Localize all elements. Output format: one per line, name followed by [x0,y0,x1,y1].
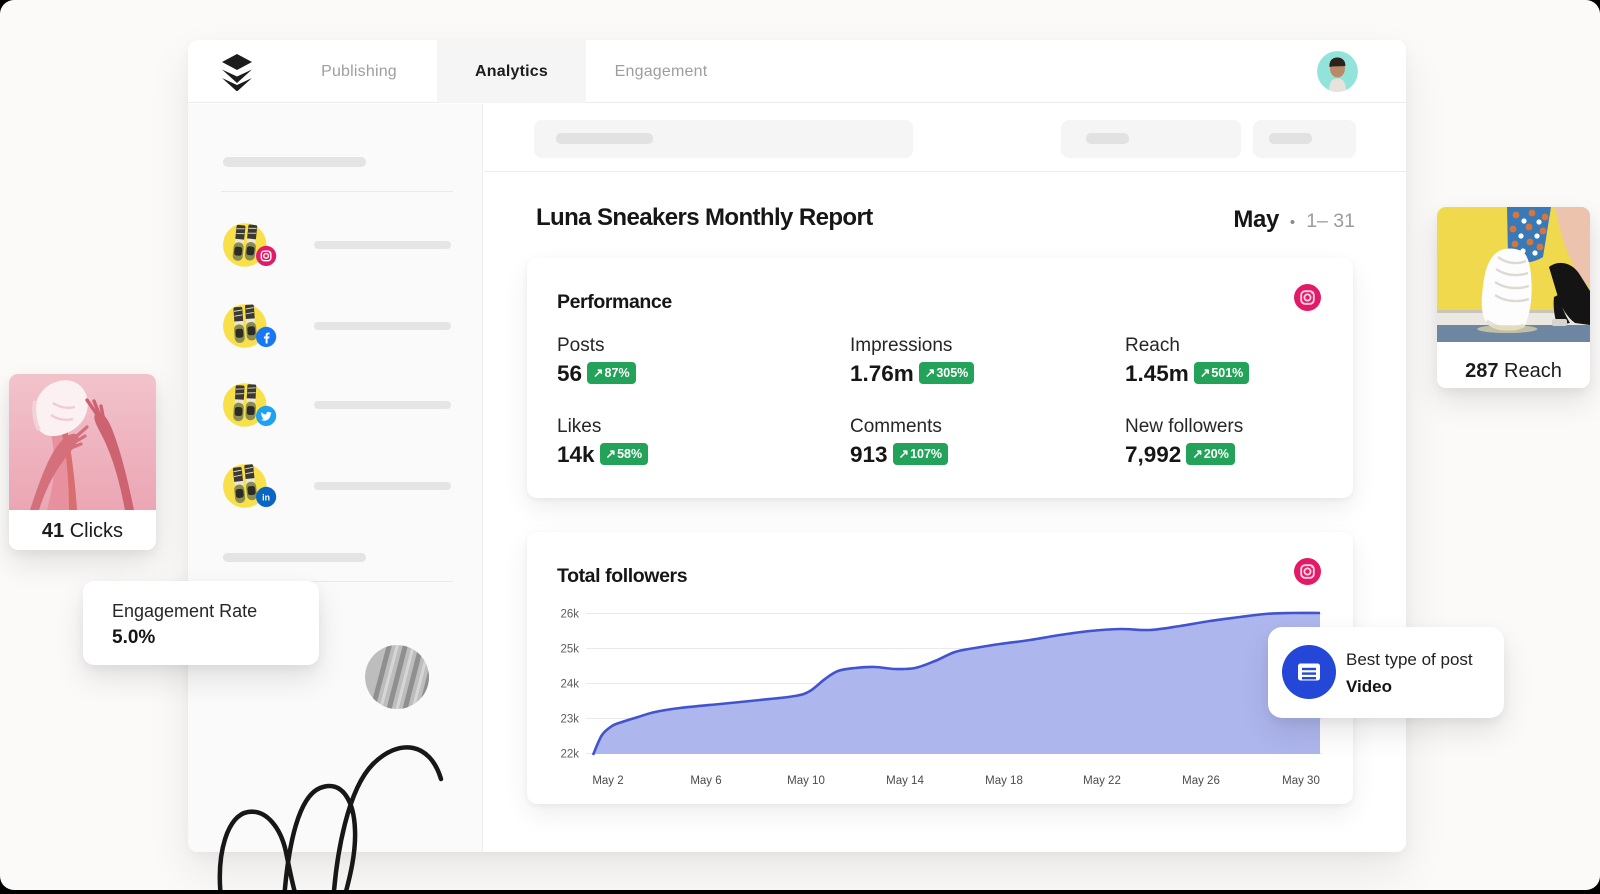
svg-text:in: in [262,493,270,503]
svg-text:26k: 26k [560,609,579,621]
svg-text:May 2: May 2 [592,775,623,787]
svg-text:May 30: May 30 [1282,775,1320,787]
svg-text:23k: 23k [560,714,579,726]
svg-text:22k: 22k [560,749,579,761]
svg-text:May 14: May 14 [886,775,924,787]
svg-text:May 22: May 22 [1083,775,1121,787]
svg-text:May 18: May 18 [985,775,1023,787]
svg-text:May 10: May 10 [787,775,825,787]
svg-text:25k: 25k [560,644,579,656]
svg-text:24k: 24k [560,679,579,691]
svg-text:May 6: May 6 [690,775,721,787]
svg-text:May 26: May 26 [1182,775,1220,787]
